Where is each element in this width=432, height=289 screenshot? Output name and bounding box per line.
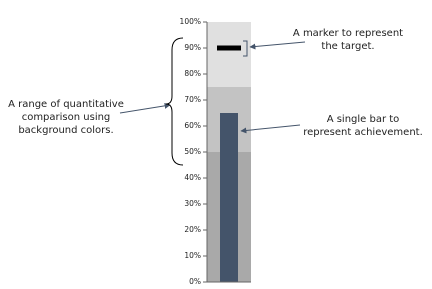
range-band <box>207 22 251 87</box>
annotation: A range of quantitative <box>8 99 124 110</box>
annotation: represent achievement. <box>303 127 423 138</box>
y-tick-label: 60% <box>184 121 201 130</box>
annotation: A marker to represent <box>293 28 403 39</box>
target-marker <box>217 45 241 51</box>
bar <box>220 113 238 282</box>
annotation: A single bar to <box>327 114 400 125</box>
y-tick-label: 20% <box>184 225 201 234</box>
bracket <box>243 40 248 57</box>
y-tick-label: 100% <box>180 17 201 26</box>
y-tick-label: 90% <box>184 43 201 52</box>
y-tick-label: 70% <box>184 95 201 104</box>
plot: 0% 10% 20% 30% 40% 50% 60% 70% 80% 90% 100% <box>180 17 251 286</box>
y-tick-label: 50% <box>184 147 201 156</box>
y-tick-label: 0% <box>189 277 201 286</box>
arrow <box>119 102 171 114</box>
y-tick-label: 40% <box>184 173 201 182</box>
brace <box>165 37 184 166</box>
annotation: background colors. <box>18 125 113 136</box>
annotation: the target. <box>321 41 374 52</box>
y-tick-label: 30% <box>184 199 201 208</box>
y-tick-label: 10% <box>184 251 201 260</box>
arrow <box>240 124 301 134</box>
annotation: comparison using <box>22 112 111 123</box>
y-tick-label: 80% <box>184 69 201 78</box>
arrow <box>249 41 306 50</box>
